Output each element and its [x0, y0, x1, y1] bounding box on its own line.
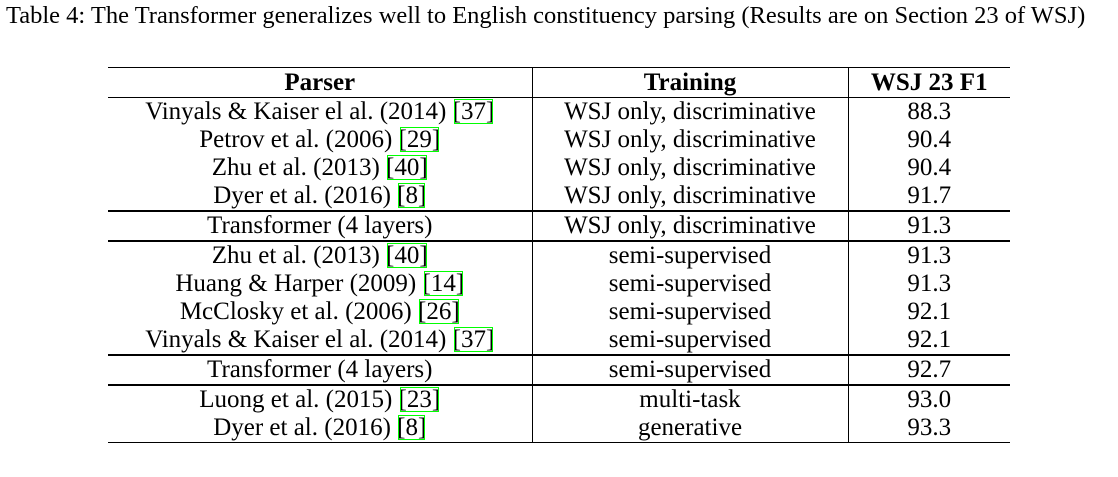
parser-name: Zhu et al. (2013): [211, 154, 380, 181]
parser-cell: Luong et al. (2015) [23]: [108, 384, 533, 414]
f1-cell: 93.3: [848, 414, 1010, 443]
table-row: Petrov et al. (2006) [29] WSJ only, discr…: [108, 126, 1010, 154]
header-cell: Training: [532, 67, 849, 98]
citation-link[interactable]: [8]: [397, 182, 427, 209]
training-cell: WSJ only, discriminative: [532, 154, 849, 182]
citation-link[interactable]: [29]: [398, 126, 441, 153]
f1-cell: 92.7: [848, 354, 1010, 385]
f1-cell: 91.3: [848, 240, 1010, 270]
parser-cell: Transformer (4 layers): [108, 210, 533, 241]
citation-link[interactable]: [14]: [422, 270, 465, 297]
table-body: Vinyals & Kaiser el al. (2014) [37] WSJ o…: [108, 97, 1010, 443]
parser-name: Zhu et al. (2013): [211, 242, 380, 269]
header-cell: WSJ 23 F1: [848, 67, 1010, 98]
parser-cell: Dyer et al. (2016) [8]: [108, 182, 533, 211]
parser-name: Dyer et al. (2016): [213, 182, 391, 209]
parser-cell: Transformer (4 layers): [108, 354, 533, 385]
citation-link[interactable]: [26]: [418, 298, 460, 325]
parser-name: Transformer (4 layers): [207, 212, 433, 239]
table-row: Vinyals & Kaiser el al. (2014) [37] semi-…: [108, 326, 1010, 355]
f1-cell: 90.4: [907, 154, 952, 181]
table-row: McClosky et al. (2006) [26] semi-supervis…: [108, 298, 1010, 326]
table-row: Zhu et al. (2013) [40] semi-supervised 91.…: [108, 240, 1010, 270]
table-row: Luong et al. (2015) [23] multi-task 93.0: [108, 384, 1010, 414]
f1-cell: 91.3: [848, 210, 1010, 241]
parser-name: Petrov et al. (2006): [199, 126, 393, 153]
parser-cell: McClosky et al. (2006) [26]: [108, 298, 533, 326]
citation-link[interactable]: [23]: [398, 386, 441, 413]
training-cell: generative: [532, 414, 849, 443]
citation-link[interactable]: [8]: [397, 414, 427, 441]
table-row: Dyer et al. (2016) [8] generative 93.3: [108, 414, 1010, 443]
parser-name: Luong et al. (2015): [199, 386, 393, 413]
parser-cell: Dyer et al. (2016) [8]: [108, 414, 533, 443]
parser-name: Dyer et al. (2016): [213, 414, 391, 441]
f1-cell: 91.7: [907, 182, 952, 209]
f1-cell: 92.1: [907, 298, 952, 325]
parser-cell: Vinyals & Kaiser el al. (2014) [37]: [108, 97, 533, 126]
table-row: Transformer (4 layers) WSJ only, discrimi…: [108, 210, 1010, 241]
header-cell: Parser: [108, 67, 533, 98]
table-row: Dyer et al. (2016) [8] WSJ only, discrimi…: [108, 182, 1010, 211]
f1-cell: 93.0: [848, 384, 1010, 414]
training-cell: semi-supervised: [532, 240, 849, 270]
f1-cell: 92.1: [907, 326, 952, 353]
parser-name: Transformer (4 layers): [207, 356, 433, 383]
training-cell: semi-supervised: [532, 298, 849, 326]
citation-link[interactable]: [40]: [386, 154, 428, 181]
citation-link[interactable]: [37]: [452, 326, 495, 353]
training-cell: semi-supervised: [532, 354, 849, 385]
parser-cell: Petrov et al. (2006) [29]: [108, 126, 533, 154]
parser-name: Vinyals & Kaiser el al. (2014): [145, 326, 447, 353]
parser-cell: Huang & Harper (2009) [14]: [108, 270, 533, 298]
training-cell: WSJ only, discriminative: [532, 126, 849, 154]
citation-link[interactable]: [37]: [452, 98, 495, 125]
table-row: Zhu et al. (2013) [40] WSJ only, discrimi…: [108, 154, 1010, 182]
results-table: Parser Training WSJ 23 F1 Vinyals & Kais…: [108, 67, 1010, 443]
training-cell: WSJ only, discriminative: [532, 97, 849, 126]
parser-cell: Vinyals & Kaiser el al. (2014) [37]: [108, 326, 533, 355]
training-cell: WSJ only, discriminative: [532, 210, 849, 241]
parser-cell: Zhu et al. (2013) [40]: [108, 240, 533, 270]
training-cell: multi-task: [532, 384, 849, 414]
training-cell: semi-supervised: [532, 270, 849, 298]
f1-cell: 88.3: [907, 98, 952, 125]
table-row: Vinyals & Kaiser el al. (2014) [37] WSJ o…: [108, 97, 1010, 126]
training-cell: semi-supervised: [532, 326, 849, 355]
table-caption: Table 4: The Transformer generalizes wel…: [6, 2, 1086, 29]
parser-name: Huang & Harper (2009): [175, 270, 417, 297]
header-row: Parser Training WSJ 23 F1: [108, 67, 1010, 98]
training-cell: WSJ only, discriminative: [532, 182, 849, 211]
table-row: Huang & Harper (2009) [14] semi-supervise…: [108, 270, 1010, 298]
f1-cell: 90.4: [907, 126, 952, 153]
parser-name: Vinyals & Kaiser el al. (2014): [145, 98, 447, 125]
table-row: Transformer (4 layers) semi-supervised 92.…: [108, 354, 1010, 385]
citation-link[interactable]: [40]: [386, 242, 428, 269]
f1-cell: 91.3: [907, 270, 952, 297]
parser-cell: Zhu et al. (2013) [40]: [108, 154, 533, 182]
parser-name: McClosky et al. (2006): [179, 298, 412, 325]
